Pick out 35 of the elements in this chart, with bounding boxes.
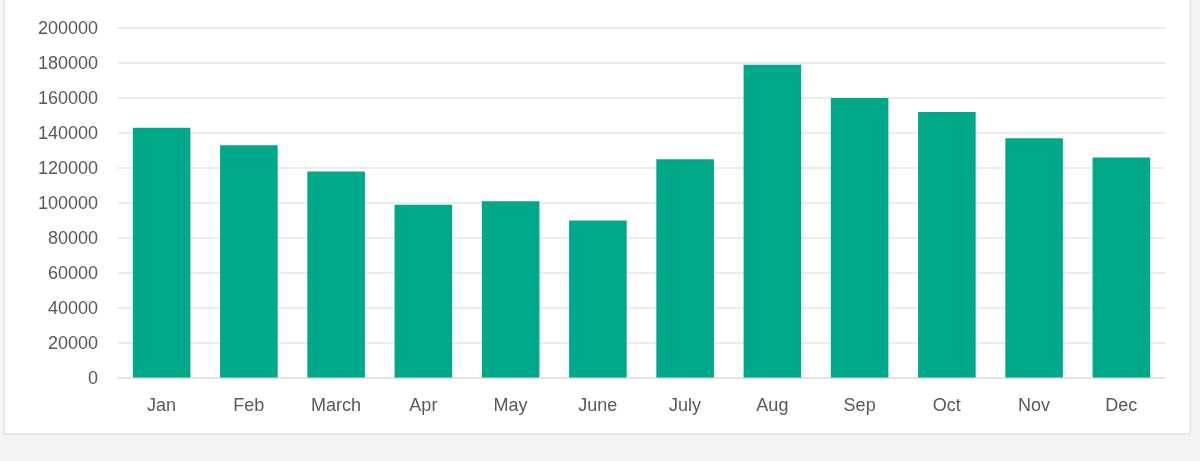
y-tick-label: 200000 bbox=[37, 18, 98, 39]
bar bbox=[1005, 138, 1063, 378]
bar bbox=[569, 220, 627, 378]
x-tick-label: March bbox=[311, 395, 362, 415]
bar bbox=[1092, 157, 1151, 378]
y-tick-label: 100000 bbox=[37, 193, 98, 214]
bar bbox=[220, 145, 278, 378]
bar bbox=[307, 171, 365, 378]
bar bbox=[830, 98, 889, 378]
bar bbox=[743, 64, 802, 378]
y-tick-label: 60000 bbox=[47, 263, 98, 284]
x-tick-label: Aug bbox=[756, 395, 789, 415]
y-tick-label: 180000 bbox=[37, 53, 98, 74]
bar bbox=[481, 201, 540, 378]
bar bbox=[656, 159, 714, 378]
x-tick-label: Oct bbox=[932, 395, 961, 415]
y-tick-label: 80000 bbox=[47, 228, 98, 249]
y-tick-label: 0 bbox=[87, 368, 98, 389]
x-tick-label: Jan bbox=[147, 395, 177, 415]
x-tick-label: Nov bbox=[1018, 395, 1051, 415]
x-tick-label: Sep bbox=[843, 395, 876, 415]
x-tick-label: July bbox=[669, 395, 702, 415]
bar bbox=[394, 204, 453, 378]
x-tick-label: Feb bbox=[233, 395, 265, 415]
x-tick-label: May bbox=[493, 395, 528, 415]
y-tick-label: 140000 bbox=[37, 123, 98, 144]
bar bbox=[132, 127, 191, 378]
y-tick-label: 40000 bbox=[47, 298, 98, 319]
bar bbox=[918, 112, 976, 378]
y-tick-label: 120000 bbox=[37, 158, 98, 179]
y-tick-label: 20000 bbox=[47, 333, 98, 354]
x-tick-label: Dec bbox=[1105, 395, 1138, 415]
x-tick-label: June bbox=[578, 395, 618, 415]
x-tick-label: Apr bbox=[409, 395, 438, 415]
y-tick-label: 160000 bbox=[37, 88, 98, 109]
